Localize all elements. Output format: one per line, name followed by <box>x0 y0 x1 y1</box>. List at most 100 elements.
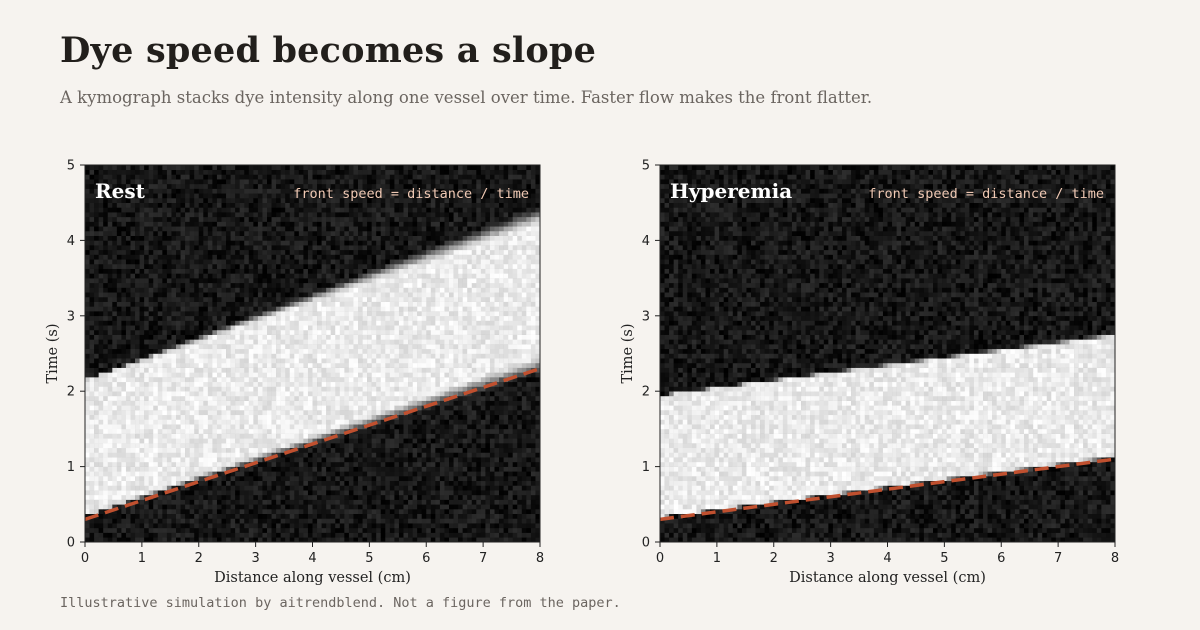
heatmap-cell <box>130 311 136 317</box>
heatmap-cell <box>262 372 268 378</box>
heatmap-cell <box>330 513 336 519</box>
heatmap-cell <box>239 518 245 524</box>
heatmap-cell <box>107 292 113 298</box>
heatmap-cell <box>239 165 245 171</box>
heatmap-cell <box>326 532 331 538</box>
heatmap-cell <box>157 268 163 274</box>
heatmap-cell <box>348 301 354 307</box>
heatmap-cell <box>367 438 372 444</box>
heatmap-cell <box>162 245 168 251</box>
heatmap-cell <box>153 386 159 392</box>
heatmap-cell <box>176 353 181 359</box>
heatmap-cell <box>262 188 268 194</box>
heatmap-cell <box>262 325 268 331</box>
heatmap-cell <box>139 197 145 203</box>
heatmap-cell <box>253 183 259 189</box>
heatmap-cell <box>176 466 181 472</box>
heatmap-cell <box>317 443 322 449</box>
heatmap-cell <box>239 311 245 317</box>
heatmap-cell <box>298 221 304 227</box>
heatmap-cell <box>130 395 136 401</box>
heatmap-cell <box>244 443 250 449</box>
heatmap-cell <box>157 174 163 180</box>
heatmap-cell <box>189 320 195 326</box>
heatmap-cell <box>298 207 304 213</box>
heatmap-cell <box>353 353 359 359</box>
heatmap-cell <box>289 461 295 467</box>
heatmap-cell <box>230 513 236 519</box>
heatmap-cell <box>185 230 190 236</box>
heatmap-cell <box>198 235 204 241</box>
heatmap-cell <box>130 386 136 392</box>
heatmap-cell <box>348 226 354 232</box>
heatmap-cell <box>216 414 222 420</box>
heatmap-cell <box>139 334 145 340</box>
heatmap-cell <box>94 452 99 458</box>
heatmap-cell <box>189 504 195 510</box>
heatmap-cell <box>244 438 250 444</box>
heatmap-cell <box>185 381 190 387</box>
heatmap-cell <box>285 287 291 293</box>
heatmap-cell <box>344 306 350 312</box>
heatmap-cell <box>267 263 272 269</box>
heatmap-cell <box>216 292 222 298</box>
heatmap-cell <box>267 282 272 288</box>
heatmap-cell <box>303 372 309 378</box>
heatmap-cell <box>180 494 186 500</box>
heatmap-cell <box>344 527 350 533</box>
heatmap-cell <box>221 419 227 425</box>
heatmap-cell <box>317 532 322 538</box>
heatmap-cell <box>348 424 354 430</box>
heatmap-cell <box>244 306 250 312</box>
heatmap-cell <box>130 433 136 439</box>
heatmap-cell <box>221 447 227 453</box>
heatmap-cell <box>289 212 295 218</box>
heatmap-cell <box>353 301 359 307</box>
heatmap-cell <box>321 325 327 331</box>
heatmap-cell <box>162 230 168 236</box>
heatmap-cell <box>216 296 222 302</box>
heatmap-cell <box>344 461 350 467</box>
heatmap-cell <box>121 372 127 378</box>
heatmap-cell <box>280 169 286 175</box>
heatmap-cell <box>185 282 190 288</box>
heatmap-cell <box>112 377 118 383</box>
heatmap-cell <box>344 353 350 359</box>
heatmap-cell <box>216 230 222 236</box>
heatmap-cell <box>239 400 245 406</box>
heatmap-cell <box>189 386 195 392</box>
heatmap-cell <box>239 395 245 401</box>
heatmap-cell <box>135 447 140 453</box>
heatmap-cell <box>103 240 109 246</box>
heatmap-cell <box>144 405 149 411</box>
heatmap-cell <box>339 414 345 420</box>
heatmap-cell <box>125 235 131 241</box>
heatmap-cell <box>207 179 213 185</box>
heatmap-cell <box>321 523 327 529</box>
heatmap-cell <box>121 527 127 533</box>
heatmap-cell <box>125 471 131 477</box>
heatmap-cell <box>262 532 268 538</box>
heatmap-cell <box>358 367 363 373</box>
heatmap-cell <box>162 183 168 189</box>
heatmap-cell <box>203 433 209 439</box>
heatmap-cell <box>207 212 213 218</box>
heatmap-cell <box>330 518 336 524</box>
heatmap-cell <box>216 273 222 279</box>
heatmap-cell <box>330 447 336 453</box>
heatmap-cell <box>226 287 231 293</box>
heatmap-cell <box>280 457 286 463</box>
heatmap-cell <box>312 419 318 425</box>
heatmap-cell <box>367 419 372 425</box>
heatmap-cell <box>294 202 300 208</box>
heatmap-cell <box>116 278 122 284</box>
heatmap-cell <box>230 504 236 510</box>
heatmap-cell <box>157 226 163 232</box>
heatmap-cell <box>103 358 109 364</box>
heatmap-cell <box>207 197 213 203</box>
heatmap-cell <box>230 414 236 420</box>
heatmap-cell <box>216 235 222 241</box>
heatmap-cell <box>185 532 190 538</box>
heatmap-cell <box>103 513 109 519</box>
heatmap-cell <box>271 339 277 345</box>
